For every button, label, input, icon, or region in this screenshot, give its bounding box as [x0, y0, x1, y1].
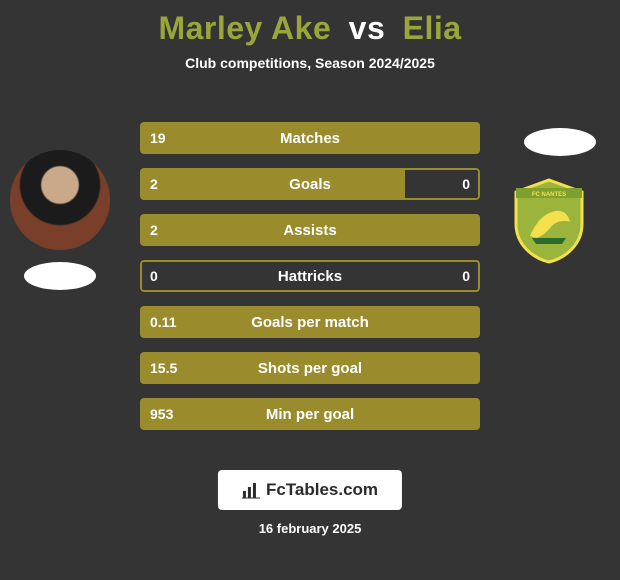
stats-bars: 19Matches2Goals02Assists0Hattricks00.11G… — [140, 122, 480, 444]
title-player1: Marley Ake — [158, 10, 331, 46]
brand-badge: FcTables.com — [218, 470, 402, 510]
stat-row: 0.11Goals per match — [140, 306, 480, 338]
stat-label: Goals — [140, 168, 480, 200]
comparison-card: Marley Ake vs Elia Club competitions, Se… — [0, 0, 620, 580]
bar-chart-icon — [242, 481, 260, 499]
page-title: Marley Ake vs Elia — [0, 10, 620, 47]
player2-club-badge: FC NANTES — [512, 178, 586, 264]
stat-row: 15.5Shots per goal — [140, 352, 480, 384]
title-player2: Elia — [403, 10, 462, 46]
stat-label: Shots per goal — [140, 352, 480, 384]
subtitle: Club competitions, Season 2024/2025 — [0, 55, 620, 71]
stat-label: Assists — [140, 214, 480, 246]
player1-club-badge — [24, 262, 96, 290]
title-vs: vs — [349, 10, 386, 46]
stat-row: 19Matches — [140, 122, 480, 154]
stat-label: Goals per match — [140, 306, 480, 338]
stat-label: Matches — [140, 122, 480, 154]
player2-avatar-placeholder — [524, 128, 596, 156]
stat-value-right: 0 — [462, 168, 470, 200]
stat-value-right: 0 — [462, 260, 470, 292]
stat-row: 0Hattricks0 — [140, 260, 480, 292]
player1-avatar — [10, 150, 110, 250]
crest-top-label: FC NANTES — [532, 192, 566, 198]
stat-row: 2Assists — [140, 214, 480, 246]
fc-nantes-crest-icon: FC NANTES — [512, 178, 586, 264]
brand-text: FcTables.com — [266, 480, 378, 500]
stat-row: 2Goals0 — [140, 168, 480, 200]
stat-label: Min per goal — [140, 398, 480, 430]
stat-label: Hattricks — [140, 260, 480, 292]
stat-row: 953Min per goal — [140, 398, 480, 430]
date-text: 16 february 2025 — [0, 521, 620, 536]
